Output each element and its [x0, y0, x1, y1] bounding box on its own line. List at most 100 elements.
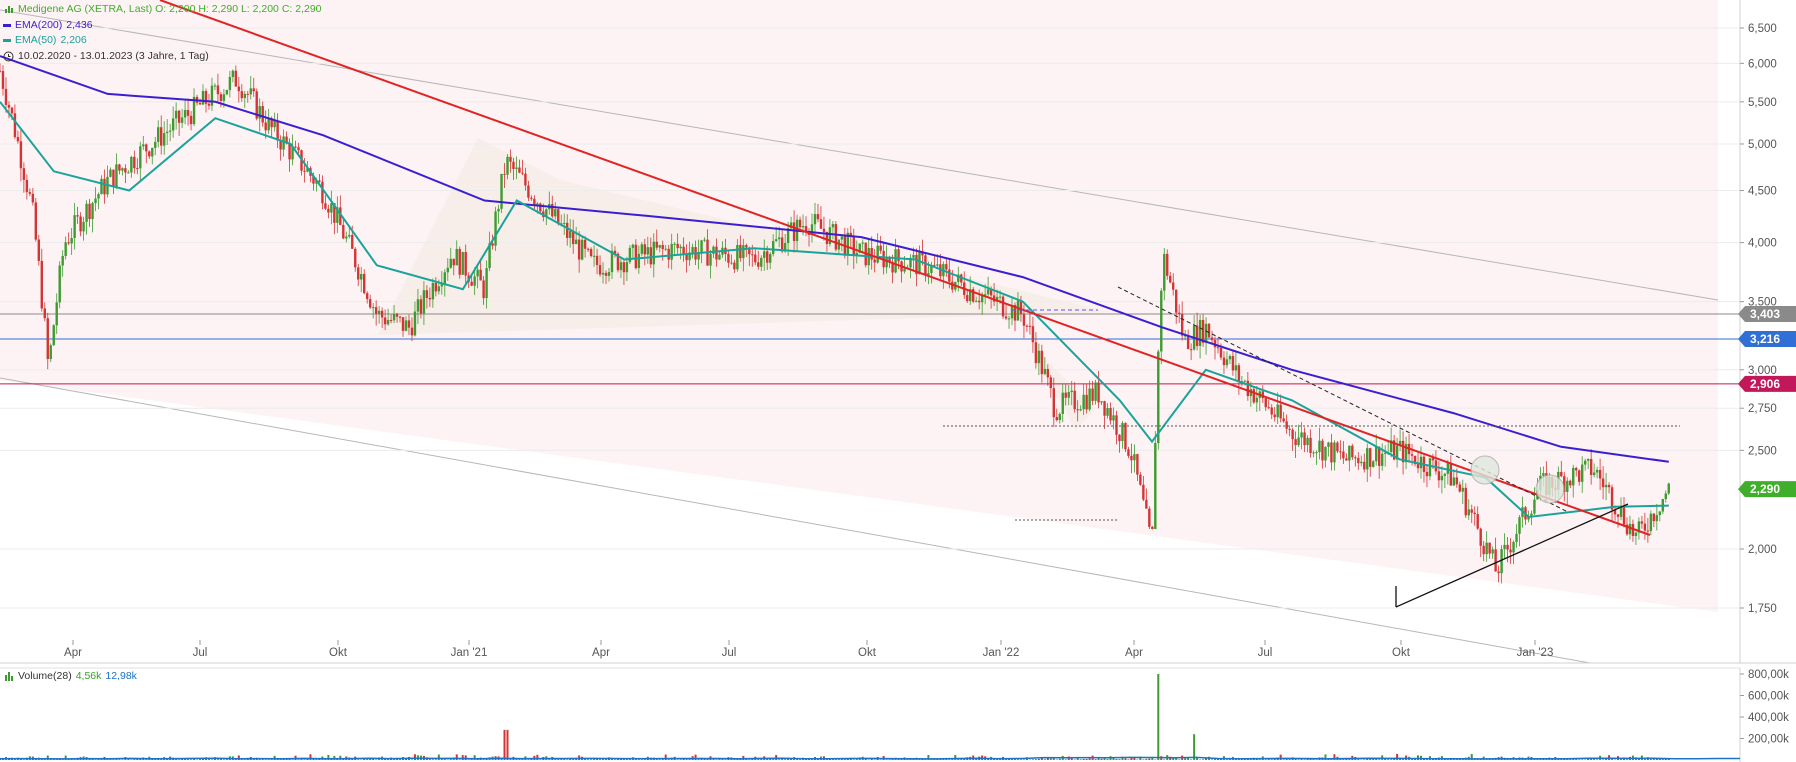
candle-body [383, 317, 387, 325]
candle-body [789, 222, 793, 229]
candle-body [222, 94, 226, 101]
candle-body [1542, 473, 1545, 476]
candle-body [1013, 304, 1017, 321]
candle-body [1097, 382, 1100, 403]
candle-body [315, 180, 318, 184]
candle-body [422, 290, 426, 314]
volume-bar [1175, 758, 1178, 760]
candle-body [748, 247, 751, 255]
volume-bar [936, 759, 939, 760]
volume-bar [957, 758, 960, 760]
candle-body [1303, 432, 1306, 446]
volume-bar [1596, 759, 1599, 760]
volume-bar [1082, 758, 1085, 760]
volume-bar [1402, 758, 1405, 760]
candle-body [437, 286, 441, 292]
volume-bar [1225, 759, 1228, 760]
candle-body [1058, 413, 1061, 421]
volume-bar [357, 759, 360, 760]
price-tag [1738, 306, 1796, 323]
candle-body [297, 147, 300, 151]
volume-panel: 800,00k 600,00k 400,00k 200,00k [0, 667, 1789, 762]
candle-body [1616, 514, 1620, 517]
candle-body [458, 248, 461, 275]
candle-body [1455, 477, 1459, 485]
volume-bar [575, 758, 578, 760]
volume-bar [482, 759, 485, 760]
legend-range[interactable]: 10.02.2020 - 13.01.2023 (3 Jahre, 1 Tag) [3, 50, 209, 62]
candle-body [1464, 487, 1467, 516]
volume-bar [715, 759, 718, 760]
candle-body [1064, 392, 1067, 398]
volume-bar [160, 759, 163, 760]
candle-body [216, 85, 220, 95]
volume-bar [437, 754, 440, 760]
volume-bar [1569, 759, 1572, 760]
candle-body [876, 245, 879, 263]
candle-body [643, 244, 647, 255]
volume-bar [924, 759, 927, 760]
highlight-circle-1 [1470, 455, 1500, 485]
volume-bar [667, 759, 670, 760]
candle-body [410, 327, 414, 336]
volume-bar [548, 759, 551, 760]
volume-bar [987, 758, 990, 760]
legend-volume[interactable]: Volume(28) 4,56k 12,98k [3, 670, 137, 682]
candle-body [1446, 463, 1450, 474]
candle-body [324, 203, 327, 209]
volume-bar [1593, 758, 1596, 760]
volume-bar [1148, 758, 1151, 760]
candle-body [828, 227, 832, 245]
candle-body [1488, 542, 1491, 554]
volume-bar [1339, 758, 1342, 760]
candle-body [64, 242, 67, 256]
candle-body [79, 216, 82, 232]
candle-body [76, 215, 79, 217]
candle-body [1121, 423, 1124, 441]
volume-bar [1536, 759, 1539, 760]
candle-body [595, 255, 599, 266]
volume-bar [190, 759, 193, 760]
candle-body [255, 91, 258, 119]
volume-bar [285, 759, 288, 760]
candle-body [67, 242, 70, 244]
volume-bar [996, 759, 999, 760]
candle-body [273, 120, 276, 128]
volume-bar [178, 759, 181, 760]
volume-bar [1575, 759, 1578, 760]
candle-body [1, 71, 5, 89]
candle-body [1172, 282, 1175, 290]
candle-body [604, 272, 608, 276]
volume-bar [697, 759, 700, 760]
candle-body [374, 307, 378, 314]
candle-body [969, 289, 972, 302]
volume-bar [118, 759, 121, 760]
candle-body [751, 254, 754, 256]
candle-body [1375, 446, 1378, 462]
volume-bar [1151, 756, 1154, 760]
candle-body [1148, 508, 1151, 527]
candle-body [276, 120, 279, 141]
candle-body [186, 110, 190, 116]
candle-body [625, 262, 629, 273]
candle-body [431, 283, 435, 300]
candle-body [327, 208, 330, 213]
legend-ema200[interactable]: EMA(200) 2,436 [3, 19, 93, 31]
candle-body [16, 137, 20, 142]
candle-body [1416, 464, 1420, 469]
candle-body [977, 300, 981, 303]
candle-body [1198, 319, 1202, 346]
candle-body [154, 141, 157, 148]
candle-body [1300, 432, 1303, 438]
candle-body [1219, 347, 1223, 358]
date-range: 10.02.2020 - 13.01.2023 (3 Jahre, 1 Tag) [18, 50, 209, 62]
legend-ema50[interactable]: EMA(50) 2,206 [3, 34, 87, 46]
candle-body [267, 118, 270, 131]
candle-body [664, 248, 667, 250]
candle-body [1646, 530, 1650, 532]
volume-bar [303, 759, 306, 760]
candle-body [1348, 445, 1351, 461]
candle-body [70, 238, 73, 244]
candle-body [1169, 275, 1172, 283]
